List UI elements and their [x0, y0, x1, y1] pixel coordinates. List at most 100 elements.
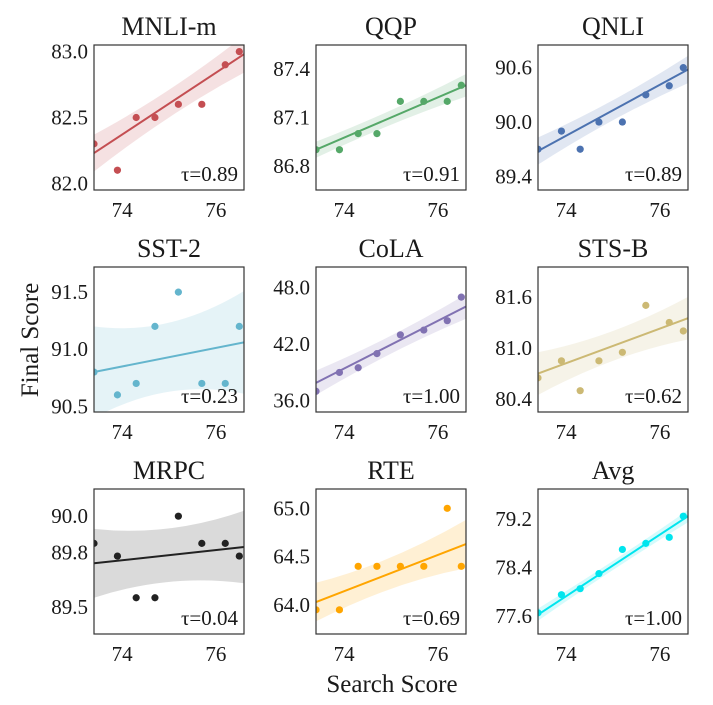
x-tick-label: 74	[112, 198, 134, 222]
data-point	[373, 562, 381, 570]
subplot-sst-2: SST-2 90.5 91.0 91.5 74 76 τ=0.23	[51, 234, 245, 444]
x-axis-label: Search Score	[326, 671, 457, 698]
data-point	[335, 368, 344, 377]
plot-area	[316, 74, 466, 158]
y-tick-label: 80.4	[495, 387, 532, 411]
x-tick-label: 74	[334, 420, 356, 444]
subplot-title: QNLI	[582, 12, 644, 41]
plot-area	[316, 293, 466, 396]
plot-frame	[315, 488, 467, 635]
data-point	[538, 374, 542, 382]
x-tick-label: 74	[556, 420, 578, 444]
y-tick-label: 89.8	[51, 540, 88, 564]
data-point	[94, 368, 98, 376]
subplot-rte: RTE 64.0 64.5 65.0 74 76 τ=0.69	[273, 456, 467, 666]
tau-annotation: τ=0.23	[181, 384, 238, 408]
data-point	[396, 331, 404, 339]
data-point	[174, 288, 182, 296]
data-point	[457, 293, 465, 301]
data-point	[642, 539, 650, 547]
data-point	[316, 146, 320, 154]
data-point	[198, 100, 206, 108]
plot-frame	[537, 44, 689, 191]
data-point	[198, 539, 206, 547]
plot-area	[94, 510, 244, 602]
data-point	[443, 317, 451, 325]
data-point	[642, 301, 650, 309]
y-tick-label: 90.0	[51, 504, 88, 528]
data-point	[235, 552, 243, 560]
data-point	[576, 387, 584, 395]
data-point	[595, 118, 603, 126]
data-point	[221, 61, 229, 69]
plot-frame	[93, 44, 245, 191]
data-point	[373, 350, 381, 358]
y-tick-label: 78.4	[495, 556, 532, 580]
tau-annotation: τ=0.89	[181, 162, 238, 186]
y-tick-label: 83.0	[51, 40, 88, 64]
x-tick-label: 76	[649, 198, 670, 222]
plot-area	[538, 510, 688, 621]
tau-annotation: τ=0.69	[403, 606, 460, 630]
data-point	[443, 97, 451, 105]
x-tick-label: 76	[205, 642, 226, 666]
data-point	[335, 606, 344, 614]
subplot-title: Avg	[592, 456, 635, 485]
data-point	[538, 609, 542, 617]
data-point	[679, 512, 687, 520]
data-point	[557, 127, 566, 135]
data-point	[235, 47, 243, 56]
x-tick-label: 74	[112, 642, 134, 666]
y-tick-label: 86.8	[273, 154, 310, 178]
y-tick-label: 77.6	[495, 604, 532, 628]
data-point	[618, 545, 626, 554]
data-point	[354, 562, 362, 570]
y-tick-label: 36.0	[273, 389, 310, 413]
plot-area	[94, 45, 244, 174]
data-point	[113, 391, 122, 399]
data-point	[373, 130, 381, 138]
data-point	[174, 512, 182, 520]
data-point	[316, 606, 320, 614]
data-point	[132, 113, 140, 122]
data-point	[457, 81, 465, 89]
y-tick-label: 91.0	[51, 337, 88, 361]
confidence-band	[316, 519, 466, 622]
y-tick-label: 91.5	[51, 280, 88, 304]
subplot-title: SST-2	[137, 234, 201, 263]
plot-frame	[315, 266, 467, 413]
subplot-qnli: QNLI 89.4 90.0 90.6 74 76 τ=0.89	[495, 12, 689, 222]
plot-frame	[93, 488, 245, 635]
x-tick-label: 76	[205, 198, 226, 222]
tau-annotation: τ=0.89	[625, 162, 682, 186]
data-point	[595, 569, 603, 578]
data-point	[457, 562, 465, 570]
data-point	[576, 585, 584, 593]
data-point	[443, 504, 451, 512]
regression-line	[94, 546, 244, 565]
data-point	[132, 594, 140, 602]
data-point	[221, 379, 229, 388]
data-point	[354, 130, 362, 138]
regression-line	[538, 68, 688, 152]
y-tick-label: 87.1	[273, 106, 310, 130]
y-tick-label: 42.0	[273, 332, 310, 356]
subplot-title: RTE	[367, 456, 415, 485]
data-point	[618, 348, 626, 356]
x-tick-label: 74	[112, 420, 134, 444]
data-point	[151, 594, 159, 602]
y-tick-label: 64.0	[273, 593, 310, 617]
x-tick-label: 76	[427, 420, 448, 444]
data-point	[113, 552, 122, 560]
y-tick-label: 48.0	[273, 276, 310, 300]
y-tick-label: 79.2	[495, 507, 532, 531]
data-point	[198, 379, 206, 388]
data-point	[316, 387, 320, 395]
subplot-title: MRPC	[133, 456, 205, 485]
y-tick-label: 89.5	[51, 595, 88, 619]
data-point	[221, 539, 229, 547]
y-axis-label: Final Score	[17, 283, 44, 398]
tau-annotation: τ=1.00	[403, 384, 460, 408]
regression-line	[538, 317, 688, 375]
